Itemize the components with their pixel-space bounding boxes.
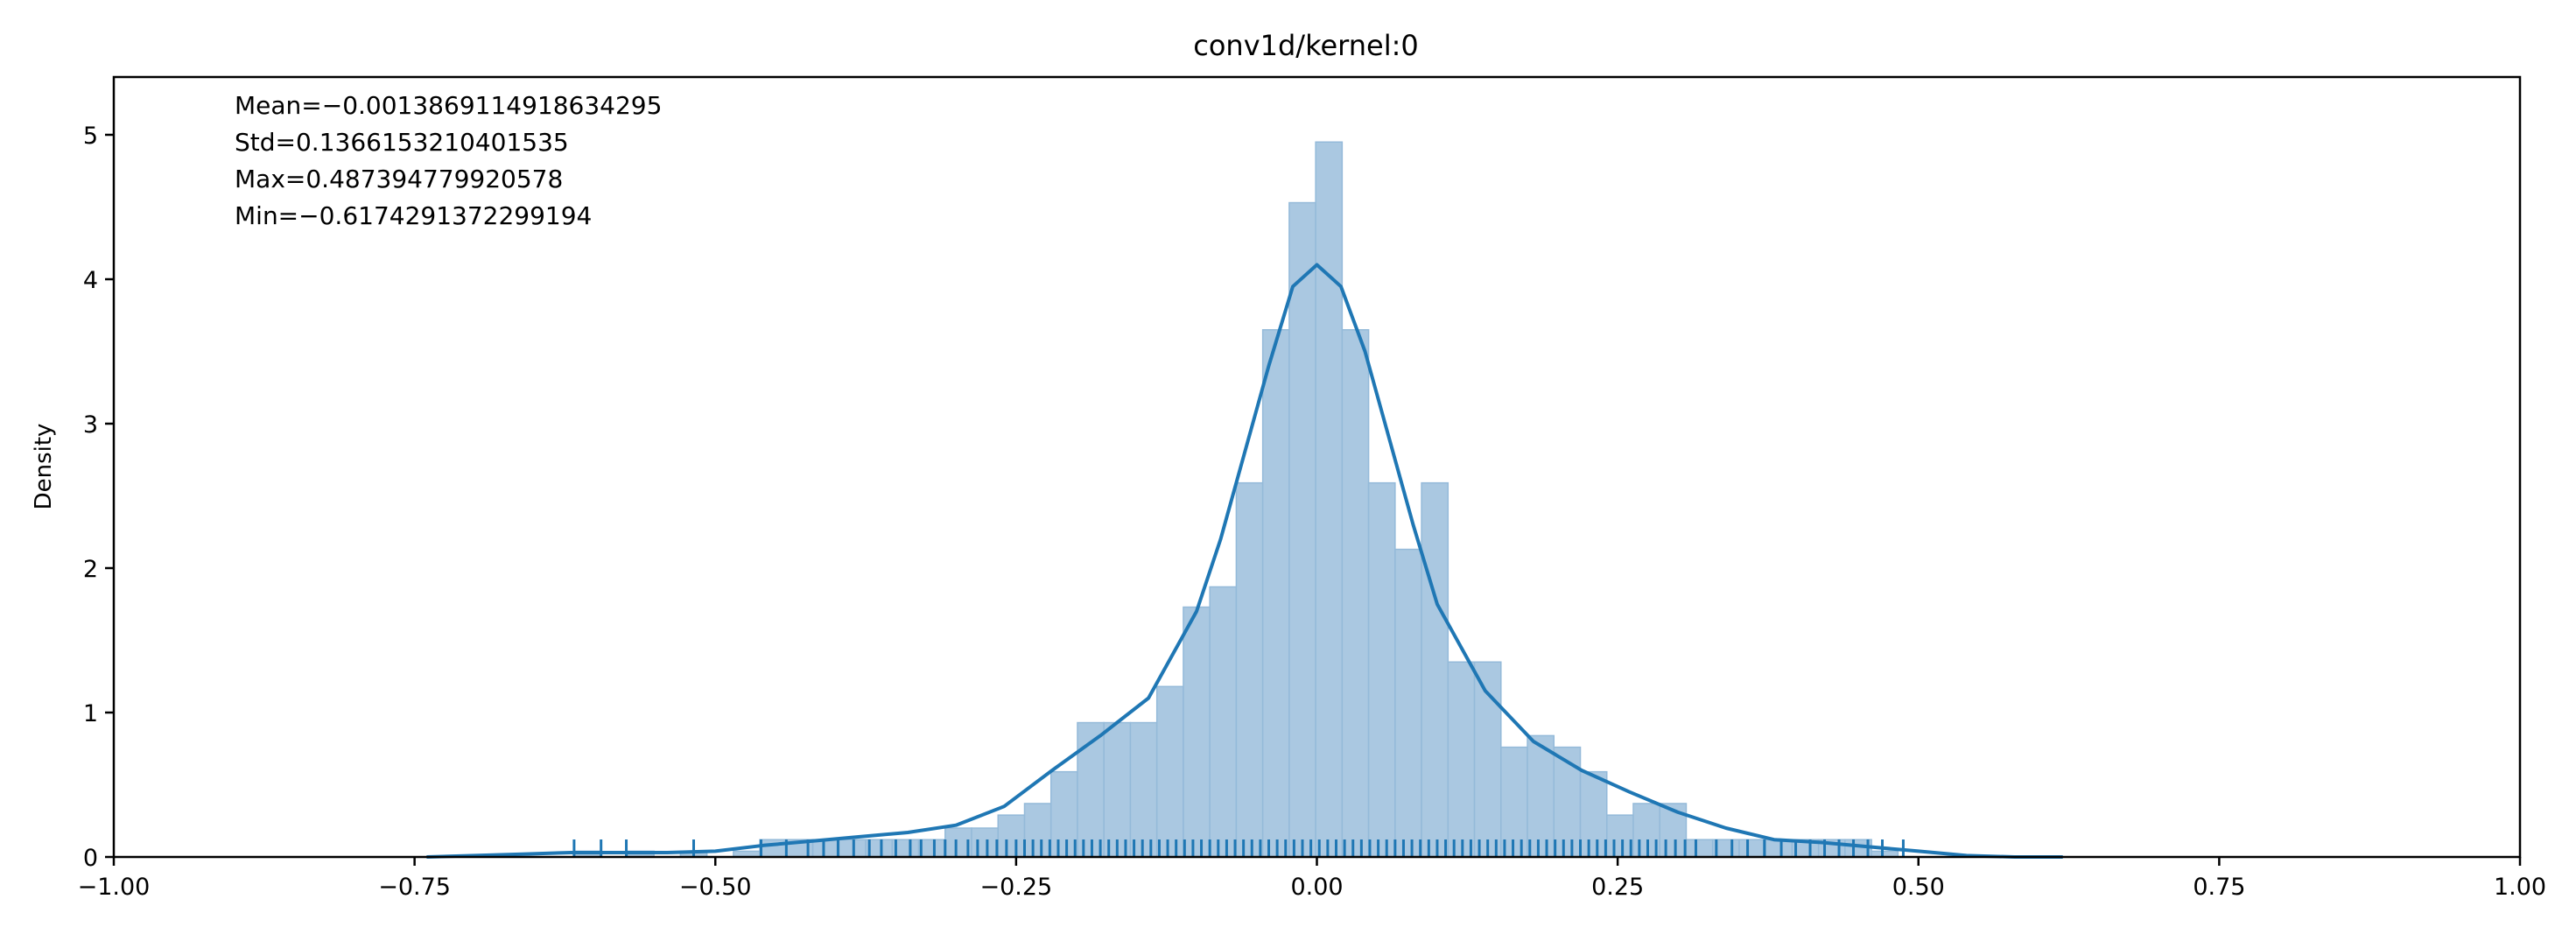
x-tick-label: 0.75 — [2193, 874, 2245, 901]
chart-title: conv1d/kernel:0 — [1193, 29, 1419, 62]
x-tick-label: −1.00 — [78, 874, 151, 901]
histogram-bar — [1129, 721, 1158, 858]
kde-line — [426, 263, 2063, 859]
histogram-bar — [1288, 201, 1316, 858]
histogram-bar — [1685, 839, 1714, 858]
stat-min: Min=−0.6174291372299194 — [235, 201, 592, 230]
histogram-bar — [1500, 746, 1528, 858]
x-tick-label: 0.25 — [1591, 874, 1644, 901]
histogram-bar — [1341, 329, 1370, 858]
y-tick-label: 4 — [83, 267, 98, 294]
y-axis-ticks: 0 1 2 3 4 5 — [83, 123, 114, 872]
histogram-bar — [1527, 734, 1555, 858]
histogram-bar — [1155, 685, 1184, 858]
histogram-bar — [1315, 141, 1344, 858]
histogram-bar — [1447, 661, 1476, 858]
histogram-bar — [917, 839, 946, 858]
stat-mean: Mean=−0.0013869114918634295 — [235, 91, 662, 120]
stat-std: Std=0.1366153210401535 — [235, 128, 569, 157]
histogram-bar — [1553, 746, 1582, 858]
x-tick-label: −0.75 — [378, 874, 451, 901]
x-tick-label: −0.50 — [679, 874, 752, 901]
x-tick-label: −0.25 — [980, 874, 1053, 901]
x-tick-label: 0.00 — [1290, 874, 1343, 901]
histogram-bar — [1235, 481, 1264, 858]
histogram-bars — [573, 141, 1899, 858]
y-axis-label: Density — [31, 424, 57, 510]
histogram-bar — [1421, 481, 1449, 858]
histogram-bar — [1023, 803, 1052, 858]
histogram-bar — [1738, 839, 1766, 858]
stat-max: Max=0.487394779920578 — [235, 165, 563, 193]
histogram-bar — [1394, 548, 1422, 858]
y-tick-label: 1 — [83, 700, 98, 727]
histogram-bar — [1579, 770, 1608, 858]
histogram-bar — [1367, 481, 1396, 858]
x-tick-label: 0.50 — [1892, 874, 1945, 901]
x-axis-ticks: −1.00 −0.75 −0.50 −0.25 0.00 0.25 0.50 0.75 1.00 — [78, 857, 2546, 901]
histogram-bar — [1103, 721, 1132, 858]
histogram-bar — [1261, 329, 1290, 858]
histogram-bar — [1049, 770, 1078, 858]
histogram-bar — [1209, 586, 1238, 858]
y-tick-label: 5 — [83, 123, 98, 150]
x-tick-label: 1.00 — [2494, 874, 2546, 901]
y-tick-label: 2 — [83, 556, 98, 583]
stats-annotation: Mean=−0.0013869114918634295 Std=0.136615… — [235, 91, 662, 230]
histogram-bar — [1765, 839, 1793, 858]
histogram-bar — [971, 827, 1000, 858]
y-tick-label: 0 — [83, 845, 98, 872]
histogram-bar — [1183, 606, 1211, 858]
y-tick-label: 3 — [83, 411, 98, 439]
histogram-bar — [1606, 814, 1634, 858]
histogram-bar — [997, 814, 1026, 858]
